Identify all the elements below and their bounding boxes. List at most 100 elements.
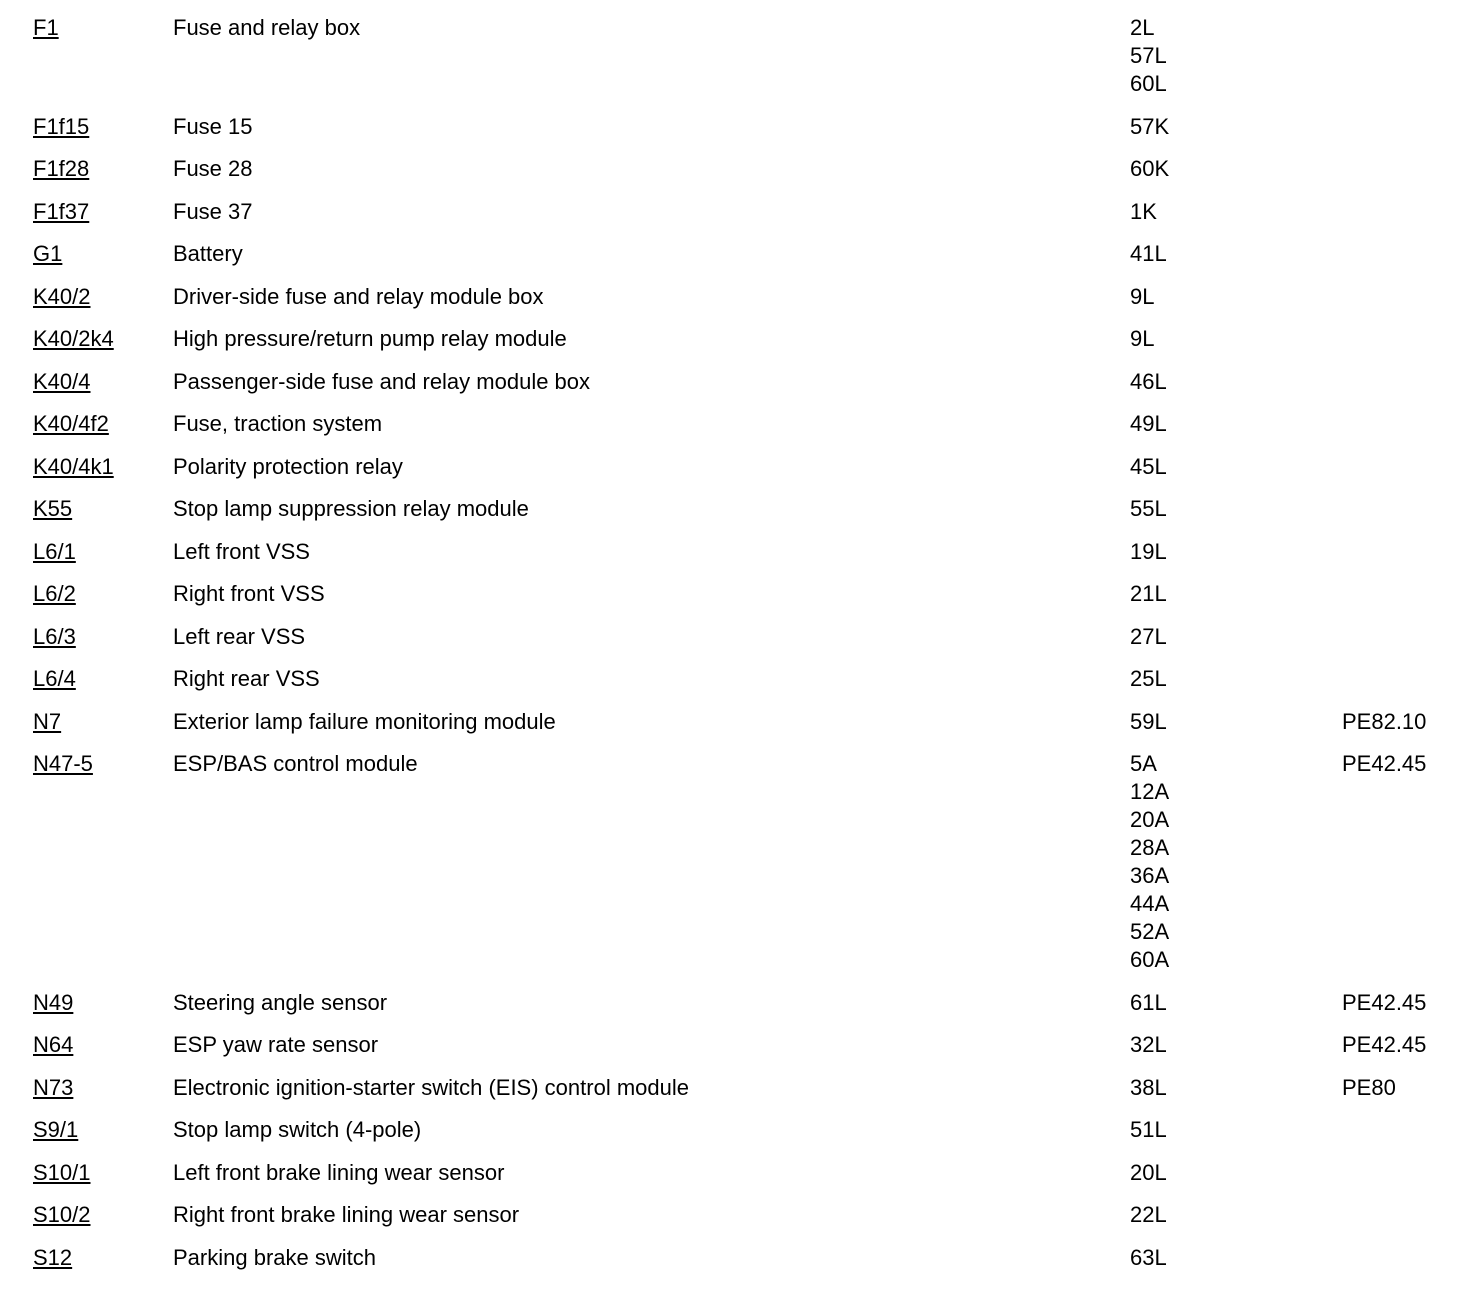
- table-row: F1f28 Fuse 28 60K: [0, 155, 1472, 183]
- component-code-link[interactable]: F1: [33, 15, 59, 40]
- component-code-link[interactable]: N64: [33, 1032, 74, 1057]
- component-reference: [1342, 325, 1472, 353]
- location-code: 22L: [1130, 1202, 1167, 1227]
- table-row: K40/4k1 Polarity protection relay 45L: [0, 453, 1472, 481]
- component-code-link[interactable]: K40/4: [33, 368, 91, 394]
- component-code-link[interactable]: L6/4: [33, 666, 76, 691]
- component-code-link[interactable]: K40/4f2: [33, 411, 109, 436]
- table-row: S10/1 Left front brake lining wear senso…: [0, 1159, 1472, 1187]
- component-description: Polarity protection relay: [173, 453, 403, 479]
- component-code-cell: K55: [33, 495, 173, 523]
- location-code: 41L: [1130, 241, 1167, 266]
- location-code: 55L: [1130, 496, 1167, 521]
- component-code-link[interactable]: L6/1: [33, 538, 76, 564]
- location-code: 9L: [1130, 283, 1155, 309]
- component-code-link[interactable]: G1: [33, 241, 63, 266]
- location-code: 44A: [1130, 891, 1170, 916]
- table-row: K55 Stop lamp suppression relay module 5…: [0, 495, 1472, 523]
- location-code: 2L: [1130, 15, 1155, 40]
- component-code-link[interactable]: K40/2k4: [33, 326, 114, 351]
- component-locations: 38L: [1130, 1074, 1342, 1102]
- location-code: 38L: [1130, 1074, 1167, 1100]
- component-reference: PE42.45: [1342, 751, 1427, 776]
- component-code-link[interactable]: F1f15: [33, 113, 90, 139]
- component-code-cell: N73: [33, 1074, 173, 1102]
- location-code: 57L: [1130, 43, 1167, 68]
- component-code-cell: K40/2k4: [33, 325, 173, 353]
- component-code-cell: S10/2: [33, 1201, 173, 1229]
- component-code-link[interactable]: S12: [33, 1244, 73, 1270]
- component-reference: [1342, 538, 1472, 566]
- location-code: 45L: [1130, 453, 1167, 479]
- component-locations: 60K: [1130, 155, 1342, 183]
- component-reference: [1342, 368, 1472, 396]
- component-reference: [1342, 1244, 1472, 1272]
- component-description: Stop lamp suppression relay module: [173, 496, 529, 521]
- component-code-cell: N64: [33, 1031, 173, 1059]
- location-code: 36A: [1130, 863, 1170, 888]
- location-code: 20L: [1130, 1159, 1167, 1185]
- component-locations: 27L: [1130, 623, 1342, 651]
- component-description: Driver-side fuse and relay module box: [173, 283, 544, 309]
- component-locations: 1K: [1130, 198, 1342, 226]
- component-code-cell: F1f28: [33, 155, 173, 183]
- component-code-cell: L6/3: [33, 623, 173, 651]
- component-code-link[interactable]: N7: [33, 708, 62, 734]
- component-reference: [1342, 580, 1472, 608]
- component-locations: 59L: [1130, 708, 1342, 736]
- component-code-cell: L6/1: [33, 538, 173, 566]
- component-code-link[interactable]: F1f37: [33, 198, 90, 224]
- component-code-link[interactable]: L6/2: [33, 581, 76, 606]
- component-code-cell: S10/1: [33, 1159, 173, 1187]
- table-row: F1 Fuse and relay box 2L 57L 60L: [0, 14, 1472, 98]
- component-description: Right front brake lining wear sensor: [173, 1202, 520, 1227]
- component-reference: [1342, 453, 1472, 481]
- location-code: 20A: [1130, 807, 1170, 832]
- component-code-link[interactable]: N73: [33, 1074, 74, 1100]
- component-code-link[interactable]: K55: [33, 496, 73, 521]
- component-code-link[interactable]: N47-5: [33, 751, 93, 776]
- location-code: 19L: [1130, 538, 1167, 564]
- component-reference: [1342, 623, 1472, 651]
- location-code: 60A: [1130, 947, 1170, 972]
- table-row: S9/1 Stop lamp switch (4-pole) 51L: [0, 1116, 1472, 1144]
- component-locations: 57K: [1130, 113, 1342, 141]
- table-row: K40/4f2 Fuse, traction system 49L: [0, 410, 1472, 438]
- location-code: 28A: [1130, 835, 1170, 860]
- table-row: N73 Electronic ignition-starter switch (…: [0, 1074, 1472, 1102]
- component-reference: PE80: [1342, 1074, 1396, 1100]
- component-code-cell: S9/1: [33, 1116, 173, 1144]
- location-code: 12A: [1130, 779, 1170, 804]
- table-row: K40/2k4 High pressure/return pump relay …: [0, 325, 1472, 353]
- table-row: F1f15 Fuse 15 57K: [0, 113, 1472, 141]
- component-code-link[interactable]: S10/1: [33, 1159, 91, 1185]
- component-description: Fuse 37: [173, 198, 253, 224]
- component-reference: PE42.45: [1342, 989, 1427, 1015]
- component-code-cell: K40/4k1: [33, 453, 173, 481]
- location-code: 32L: [1130, 1032, 1167, 1057]
- component-reference: [1342, 198, 1472, 226]
- component-reference: [1342, 1159, 1472, 1187]
- component-code-link[interactable]: N49: [33, 989, 74, 1015]
- location-code: 63L: [1130, 1244, 1167, 1270]
- component-code-cell: L6/4: [33, 665, 173, 693]
- component-description: High pressure/return pump relay module: [173, 326, 567, 351]
- location-code: 57K: [1130, 113, 1170, 139]
- component-code-link[interactable]: F1f28: [33, 156, 90, 181]
- location-code: 59L: [1130, 708, 1167, 734]
- table-row: K40/4 Passenger-side fuse and relay modu…: [0, 368, 1472, 396]
- component-code-cell: F1: [33, 14, 173, 98]
- component-code-link[interactable]: S10/2: [33, 1202, 91, 1227]
- location-code: 1K: [1130, 198, 1157, 224]
- component-code-link[interactable]: K40/4k1: [33, 453, 114, 479]
- component-legend-table: F1 Fuse and relay box 2L 57L 60L F1f15 Fus…: [0, 14, 1472, 1272]
- component-reference: PE82.10: [1342, 708, 1427, 734]
- table-row: L6/1 Left front VSS 19L: [0, 538, 1472, 566]
- table-row: F1f37 Fuse 37 1K: [0, 198, 1472, 226]
- component-code-link[interactable]: L6/3: [33, 623, 76, 649]
- component-code-link[interactable]: K40/2: [33, 283, 91, 309]
- table-row: S12 Parking brake switch 63L: [0, 1244, 1472, 1272]
- component-code-link[interactable]: S9/1: [33, 1117, 79, 1142]
- component-reference: [1342, 495, 1472, 523]
